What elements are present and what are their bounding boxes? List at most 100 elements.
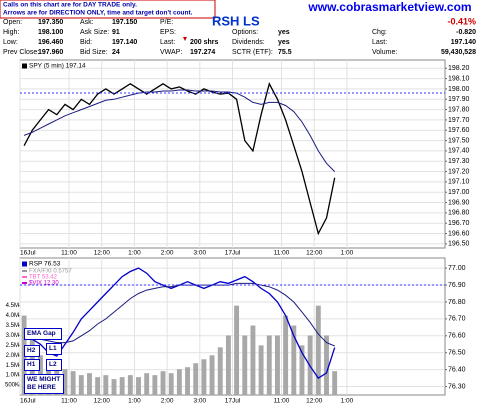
volume-bar xyxy=(136,377,141,395)
volume-bar xyxy=(250,325,256,395)
volume-bar xyxy=(62,369,68,395)
volume-bar xyxy=(160,371,166,395)
website-box xyxy=(300,0,480,16)
x-tick-label: 11:00 xyxy=(61,398,77,405)
annotation: H2 xyxy=(24,345,40,357)
x-tick-label: 17Jul xyxy=(225,398,241,405)
legend-swatch xyxy=(22,63,27,69)
summary-label: Last: xyxy=(372,39,387,46)
legend-label: RSP 76.53 xyxy=(29,261,61,268)
volume-bar xyxy=(332,371,338,395)
y-tick-label: 77.00 xyxy=(448,265,466,272)
y-tick-label: 197.90 xyxy=(448,96,470,103)
y-tick-label: 76.50 xyxy=(448,350,466,357)
quote-header: Open: 197.350 High: 198.100 Low: 196.460 Prev … xyxy=(3,16,476,55)
quote-label: Bid: xyxy=(80,39,92,46)
y-tick-label: 76.30 xyxy=(448,383,466,390)
annotation: EMA Gap xyxy=(24,328,62,340)
annotation: H1 xyxy=(24,359,40,371)
summary-label: Chg: xyxy=(372,29,387,36)
y2-tick-label: 4.0M xyxy=(6,313,19,319)
volume-bar xyxy=(70,371,76,395)
x-tick-label: 11:00 xyxy=(274,250,290,257)
quote-value: 200 shrs xyxy=(190,39,219,46)
x-tick-label: 12:00 xyxy=(94,398,111,405)
x-tick-label: 17Jul xyxy=(225,250,241,257)
y2-tick-label: 500K xyxy=(5,383,19,389)
y2-tick-label: 4.5M xyxy=(6,303,19,309)
y2-tick-label: 3.0M xyxy=(6,333,19,339)
quote-value: 197.274 xyxy=(190,49,215,56)
notice-line: Calls on this chart are for DAY TRADE on… xyxy=(3,2,137,9)
volume-bar xyxy=(266,335,272,395)
y-tick-label: 197.60 xyxy=(448,127,470,134)
quote-label: Low: xyxy=(3,39,18,46)
volume-bar xyxy=(103,375,109,395)
y-tick-label: 197.80 xyxy=(448,106,470,113)
y-tick-label: 197.10 xyxy=(448,179,470,186)
quote-label: Options: xyxy=(232,29,258,36)
symbol: RSH LS xyxy=(212,13,260,28)
y2-tick-label: 2.0M xyxy=(6,353,19,359)
y-tick-label: 197.20 xyxy=(448,168,470,175)
x-tick-label: 12:00 xyxy=(94,250,111,257)
x-tick-label: 12:00 xyxy=(306,250,323,257)
y-tick-label: 197.50 xyxy=(448,137,470,144)
volume-bar xyxy=(324,335,329,395)
quote-label: Open: xyxy=(3,19,22,26)
quote-value: 197.140 xyxy=(112,39,137,46)
x-tick-label: 1:00 xyxy=(128,398,141,405)
volume-bar xyxy=(87,373,92,395)
annotation: L2 xyxy=(46,359,62,371)
y-tick-label: 196.50 xyxy=(448,241,470,248)
quote-label: Prev Close: xyxy=(3,49,39,56)
volume-bar xyxy=(144,373,150,395)
x-tick-label: 12:00 xyxy=(306,398,323,405)
annotation: WE MIGHT BE HERE xyxy=(24,374,64,394)
volume-bar xyxy=(275,335,280,395)
volume-bar xyxy=(127,375,133,395)
x-tick-label: 2:00 xyxy=(161,250,174,257)
down-arrow xyxy=(183,37,187,41)
volume-bar xyxy=(291,325,297,395)
quote-label: Last: xyxy=(160,39,175,46)
legend-swatch xyxy=(22,261,27,267)
quote-label: Ask: xyxy=(80,19,94,26)
volume-bar xyxy=(258,345,264,395)
volume-bar xyxy=(234,305,240,395)
y-tick-label: 198.20 xyxy=(448,65,470,72)
volume-bar xyxy=(78,375,84,395)
x-tick-label: 3:00 xyxy=(193,250,206,257)
volume-bar xyxy=(242,335,248,395)
x-tick-label: 11:00 xyxy=(274,398,290,405)
y-tick-label: 197.00 xyxy=(448,189,470,196)
y-tick-label: 76.70 xyxy=(448,316,466,323)
quote-value: 196.460 xyxy=(38,39,63,46)
moving-average xyxy=(23,89,336,172)
summary-value: -0.820 xyxy=(456,29,476,36)
x-tick-label: 1:00 xyxy=(341,250,354,257)
x-tick-label: 1:00 xyxy=(128,250,141,257)
summary-value: 197.140 xyxy=(451,39,476,46)
quote-label: P/E: xyxy=(160,19,173,26)
y-tick-label: 196.60 xyxy=(448,230,470,237)
y2-tick-label: 1.0M xyxy=(6,373,19,379)
quote-value: 197.150 xyxy=(112,19,137,26)
volume-bar xyxy=(201,359,207,395)
quote-value: yes xyxy=(278,39,290,46)
y2-tick-label: 3.5M xyxy=(6,323,19,329)
website: www.cobrasmarketview.com xyxy=(307,0,471,14)
volume-bar xyxy=(283,315,289,395)
quote-value: yes xyxy=(278,29,290,36)
x-tick-label: 2:00 xyxy=(161,398,174,405)
quote-value: 91 xyxy=(112,29,120,36)
volume-bar xyxy=(185,367,190,395)
quote-value: 197.350 xyxy=(38,19,63,26)
legend-label: SPY (5 min) 197.14 xyxy=(29,63,86,70)
quote-label: Bid Size: xyxy=(80,49,108,56)
quote-label: SCTR (ETF): xyxy=(232,49,273,56)
summary-value: -0.41% xyxy=(447,16,476,26)
quote-label: Dividends: xyxy=(232,39,265,46)
